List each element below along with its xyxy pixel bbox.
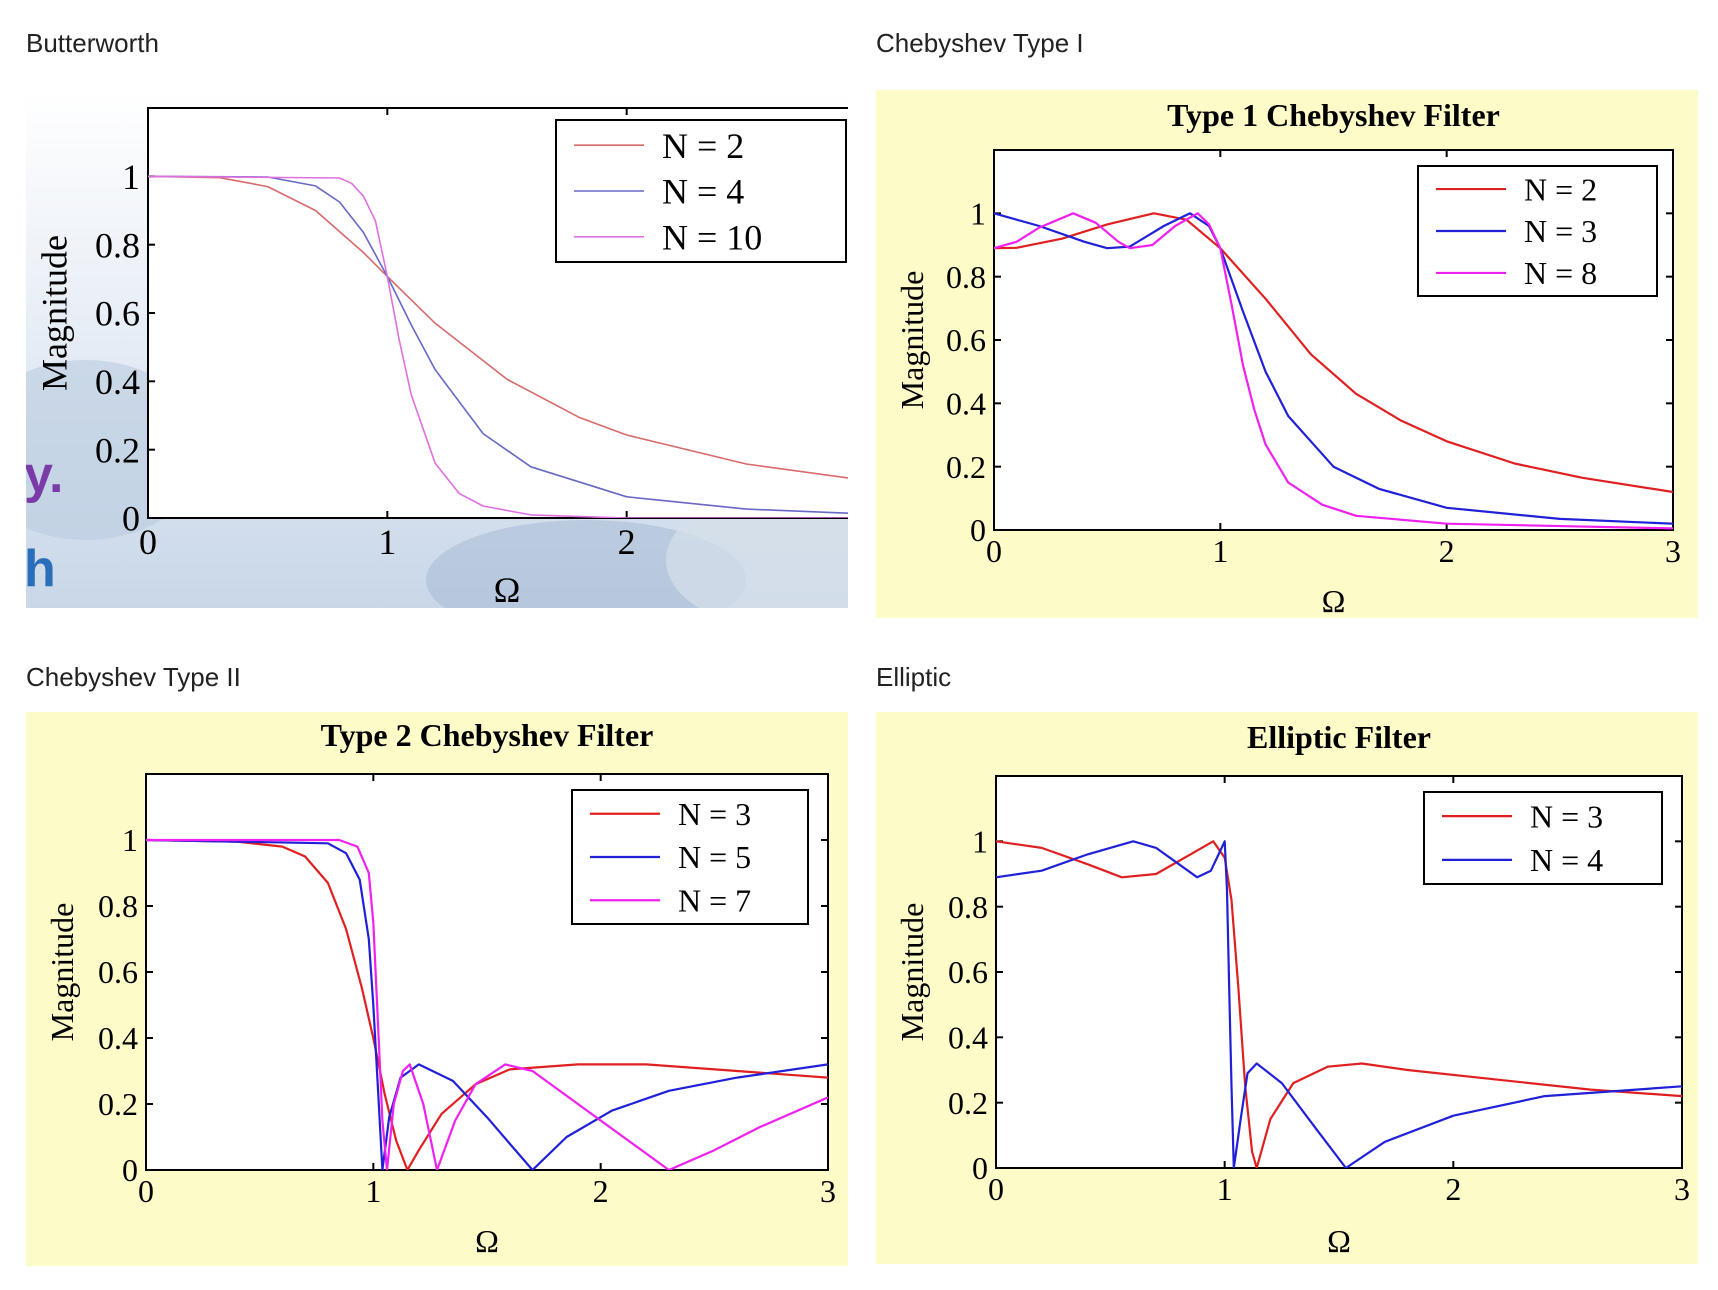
y-tick-label: 0.4 <box>946 386 986 422</box>
y-tick-label: 0.2 <box>948 1085 988 1121</box>
y-tick-label: 0.6 <box>948 954 988 990</box>
elliptic-chart: 0 1 2 3 0 0.2 0.4 0.6 0.8 1 Ω Magnitude Elliptic Fil… <box>876 712 1698 1264</box>
legend-entry: N = 7 <box>678 882 751 918</box>
caption-chebyshev-type-2: Chebyshev Type II <box>26 662 241 692</box>
x-tick-label: 1 <box>1212 533 1228 569</box>
background-shape <box>426 520 746 608</box>
chart-title: Elliptic Filter <box>1247 719 1431 755</box>
background-shape <box>666 490 848 608</box>
x-axis-label: Ω <box>1322 583 1346 618</box>
x-tick-label: 0 <box>138 1173 154 1209</box>
legend-entry: N = 2 <box>662 126 744 166</box>
x-tick-label: 3 <box>820 1173 836 1209</box>
y-tick-label: 0 <box>972 1150 988 1186</box>
x-tick-label: 2 <box>618 522 636 562</box>
legend-entry: N = 8 <box>1524 255 1597 291</box>
legend-entry: N = 3 <box>678 796 751 832</box>
panel-chebyshev-type-2: 0 1 2 3 0 0.2 0.4 0.6 0.8 1 Ω Magnitude Type 2 Cheby… <box>26 712 848 1266</box>
y-tick-label: 0.6 <box>946 322 986 358</box>
y-tick-label: 0.8 <box>95 225 140 265</box>
y-tick-label: 0.6 <box>95 294 140 334</box>
panel-chebyshev-type-1: 0 1 2 3 0 0.2 0.4 0.6 0.8 1 Ω Magnitude Type 1 Cheby… <box>876 90 1698 618</box>
y-tick-label: 0.2 <box>95 430 140 470</box>
y-tick-label: 0.4 <box>948 1020 988 1056</box>
series-line-1 <box>146 838 828 1170</box>
y-tick-label: 1 <box>122 157 140 197</box>
series-line-1 <box>994 212 1673 494</box>
x-tick-label: 2 <box>593 1173 609 1209</box>
x-tick-label: 0 <box>988 1171 1004 1207</box>
series-line-2 <box>146 838 828 1170</box>
chebyshev-type-2-chart: 0 1 2 3 0 0.2 0.4 0.6 0.8 1 Ω Magnitude Type 2 Cheby… <box>26 712 848 1266</box>
chebyshev-type-1-chart: 0 1 2 3 0 0.2 0.4 0.6 0.8 1 Ω Magnitude Type 1 Cheby… <box>876 90 1698 618</box>
legend-entry: N = 10 <box>662 217 762 257</box>
y-tick-label: 0.2 <box>946 449 986 485</box>
y-tick-label: 0.4 <box>98 1020 138 1056</box>
legend-entry: N = 3 <box>1524 213 1597 249</box>
chart-title: Type 1 Chebyshev Filter <box>1167 97 1500 133</box>
x-tick-label: 2 <box>1439 533 1455 569</box>
background-text-fragment: y. <box>26 446 64 504</box>
y-tick-label: 0.8 <box>98 888 138 924</box>
x-axis-label: Ω <box>494 570 521 608</box>
background-text-fragment: h <box>26 540 56 598</box>
legend-entry: N = 4 <box>662 172 744 212</box>
y-tick-label: 0 <box>122 499 140 539</box>
x-tick-label: 3 <box>1665 533 1681 569</box>
y-tick-label: 0.2 <box>98 1086 138 1122</box>
x-tick-label: 0 <box>986 533 1002 569</box>
series-line-2 <box>996 840 1682 1168</box>
y-tick-label: 1 <box>972 824 988 860</box>
x-tick-label: 1 <box>365 1173 381 1209</box>
legend-entry: N = 2 <box>1524 171 1597 207</box>
caption-butterworth: Butterworth <box>26 28 159 58</box>
y-tick-label: 0 <box>970 512 986 548</box>
legend-box <box>1423 791 1663 885</box>
series-line-3 <box>994 212 1673 530</box>
y-tick-label: 0.8 <box>946 259 986 295</box>
y-axis-label: Magnitude <box>894 903 930 1042</box>
y-axis-label: Magnitude <box>35 235 75 391</box>
y-axis-label: Magnitude <box>894 271 930 410</box>
x-tick-label: 2 <box>1445 1171 1461 1207</box>
y-tick-label: 1 <box>970 196 986 232</box>
series-line-3 <box>148 175 848 518</box>
x-axis-label: Ω <box>475 1223 499 1259</box>
series-line-2 <box>148 175 848 514</box>
caption-elliptic: Elliptic <box>876 662 952 692</box>
y-tick-label: 0.4 <box>95 362 140 402</box>
x-tick-label: 0 <box>139 522 157 562</box>
x-tick-label: 1 <box>378 522 396 562</box>
series-line-1 <box>148 175 848 479</box>
panel-elliptic: 0 1 2 3 0 0.2 0.4 0.6 0.8 1 Ω Magnitude Elliptic Fil… <box>876 712 1698 1264</box>
y-tick-label: 0.8 <box>948 889 988 925</box>
caption-chebyshev-type-1: Chebyshev Type I <box>876 28 1084 58</box>
x-tick-label: 3 <box>1674 1171 1690 1207</box>
y-axis-label: Magnitude <box>44 903 80 1042</box>
chart-title: Type 2 Chebyshev Filter <box>321 717 654 753</box>
x-axis-label: Ω <box>1327 1223 1351 1259</box>
y-tick-label: 0 <box>122 1152 138 1188</box>
x-tick-label: 1 <box>1217 1171 1233 1207</box>
y-tick-label: 0.6 <box>98 954 138 990</box>
series-line-3 <box>146 838 828 1170</box>
legend-entry: N = 3 <box>1530 798 1603 834</box>
y-tick-label: 1 <box>122 822 138 858</box>
legend-entry: N = 4 <box>1530 842 1603 878</box>
legend-entry: N = 5 <box>678 839 751 875</box>
